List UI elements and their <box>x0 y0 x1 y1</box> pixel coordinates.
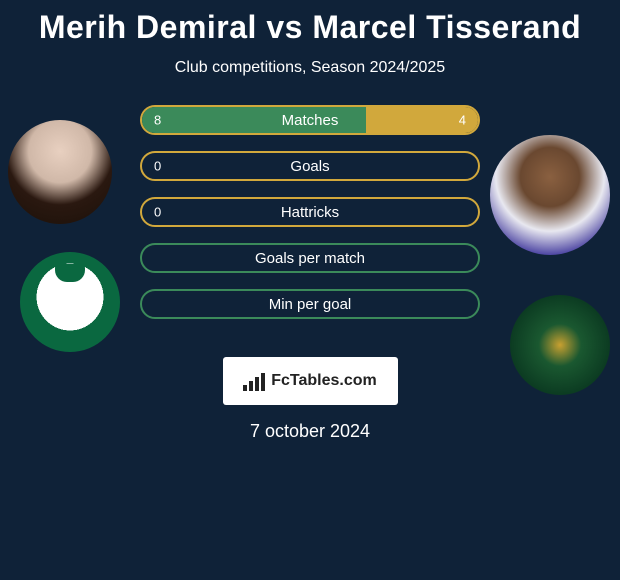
subtitle: Club competitions, Season 2024/2025 <box>0 59 620 77</box>
player2-photo <box>490 135 610 255</box>
bar-label: Goals per match <box>255 250 365 267</box>
stat-bar-row: 0 Goals <box>140 151 480 181</box>
stat-bar-row: Min per goal <box>140 289 480 319</box>
title-player2: Marcel Tisserand <box>312 9 581 45</box>
title-vs: vs <box>266 9 303 45</box>
bar-left-value: 0 <box>154 205 161 220</box>
stat-bar-row: 0 Hattricks <box>140 197 480 227</box>
player1-club-crest <box>20 252 120 352</box>
bar-label: Min per goal <box>269 296 352 313</box>
date-label: 7 october 2024 <box>0 421 620 442</box>
stat-bar-row: 8 4 Matches <box>140 105 480 135</box>
player1-photo <box>8 120 112 224</box>
bar-left-value: 0 <box>154 159 161 174</box>
bar-right-value: 4 <box>459 113 466 128</box>
logo-text: FcTables.com <box>271 372 377 390</box>
stat-bars-container: 8 4 Matches 0 Goals 0 Hattricks Goals per match… <box>140 105 480 319</box>
bar-label: Hattricks <box>281 204 339 221</box>
bar-label: Goals <box>290 158 329 175</box>
comparison-title: Merih Demiral vs Marcel Tisserand <box>0 0 620 45</box>
logo-icon <box>243 371 265 391</box>
stat-bar-row: Goals per match <box>140 243 480 273</box>
player2-club-crest <box>510 295 610 395</box>
bar-label: Matches <box>282 112 339 129</box>
fctables-logo: FcTables.com <box>223 357 398 405</box>
title-player1: Merih Demiral <box>39 9 257 45</box>
bar-left-value: 8 <box>154 113 161 128</box>
